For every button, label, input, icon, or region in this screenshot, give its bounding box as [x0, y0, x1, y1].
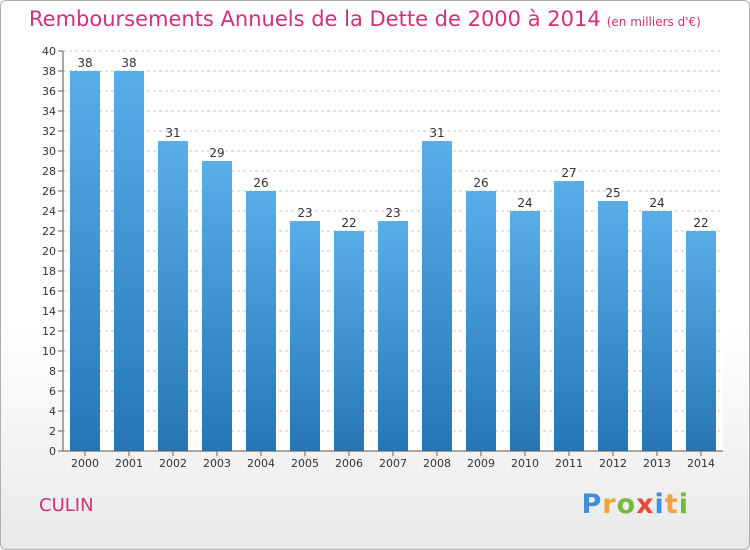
chart-title: Remboursements Annuels de la Dette de 20…: [29, 7, 701, 31]
proxiti-logo: Proxiti: [581, 489, 689, 520]
bar: [598, 201, 628, 451]
bar: [422, 141, 452, 451]
x-tick-label: 2014: [687, 457, 715, 470]
y-tick-label: 18: [42, 265, 56, 278]
bar: [290, 221, 320, 451]
logo-letter: P: [581, 489, 603, 520]
x-tick-label: 2013: [643, 457, 671, 470]
chart-unit: (en milliers d'€): [606, 15, 701, 29]
x-tick-label: 2008: [423, 457, 451, 470]
x-tick-label: 2012: [599, 457, 627, 470]
x-tick-label: 2002: [159, 457, 187, 470]
x-tick-label: 2006: [335, 457, 363, 470]
y-tick-label: 0: [49, 445, 56, 458]
x-tick-label: 2010: [511, 457, 539, 470]
logo-letter: i: [678, 489, 689, 520]
logo-letter: r: [602, 489, 617, 520]
bar-value-label: 24: [517, 196, 532, 210]
y-tick-label: 14: [42, 305, 56, 318]
bar-value-label: 38: [77, 56, 92, 70]
y-tick-label: 22: [42, 225, 56, 238]
bar-value-label: 26: [253, 176, 268, 190]
bar-value-label: 23: [385, 206, 400, 220]
bar-value-label: 38: [121, 56, 136, 70]
logo-letter: o: [616, 489, 637, 520]
bar-value-label: 31: [429, 126, 444, 140]
bar: [246, 191, 276, 451]
logo-letter: t: [664, 489, 679, 520]
y-tick-label: 40: [42, 45, 56, 58]
commune-name: CULIN: [39, 495, 94, 516]
y-tick-label: 2: [49, 425, 56, 438]
x-tick-label: 2004: [247, 457, 275, 470]
y-tick-label: 24: [42, 205, 56, 218]
y-tick-label: 4: [49, 405, 56, 418]
bar: [114, 71, 144, 451]
x-tick-label: 2003: [203, 457, 231, 470]
y-tick-label: 26: [42, 185, 56, 198]
bar-value-label: 22: [341, 216, 356, 230]
bar-value-label: 29: [209, 146, 224, 160]
y-tick-label: 8: [49, 365, 56, 378]
bar-value-label: 23: [297, 206, 312, 220]
bar-value-label: 25: [605, 186, 620, 200]
y-tick-label: 10: [42, 345, 56, 358]
y-tick-label: 36: [42, 85, 56, 98]
bar: [378, 221, 408, 451]
x-tick-label: 2001: [115, 457, 143, 470]
y-tick-label: 30: [42, 145, 56, 158]
y-tick-label: 20: [42, 245, 56, 258]
bar: [334, 231, 364, 451]
bar: [158, 141, 188, 451]
y-tick-label: 16: [42, 285, 56, 298]
y-tick-label: 28: [42, 165, 56, 178]
bar: [510, 211, 540, 451]
bar-value-label: 27: [561, 166, 576, 180]
bar: [554, 181, 584, 451]
bar: [686, 231, 716, 451]
x-tick-label: 2005: [291, 457, 319, 470]
logo-letter: x: [636, 489, 655, 520]
x-tick-label: 2000: [71, 457, 99, 470]
bar-value-label: 26: [473, 176, 488, 190]
y-tick-label: 34: [42, 105, 56, 118]
x-tick-label: 2011: [555, 457, 583, 470]
bar: [466, 191, 496, 451]
bar: [202, 161, 232, 451]
chart-title-text: Remboursements Annuels de la Dette de 20…: [29, 7, 601, 31]
y-tick-label: 38: [42, 65, 56, 78]
x-tick-label: 2009: [467, 457, 495, 470]
bar-value-label: 24: [649, 196, 664, 210]
y-tick-label: 32: [42, 125, 56, 138]
y-tick-label: 12: [42, 325, 56, 338]
logo-letter: i: [654, 489, 665, 520]
bar-value-label: 22: [693, 216, 708, 230]
y-tick-label: 6: [49, 385, 56, 398]
bar-value-label: 31: [165, 126, 180, 140]
bar: [70, 71, 100, 451]
bar: [642, 211, 672, 451]
x-tick-label: 2007: [379, 457, 407, 470]
